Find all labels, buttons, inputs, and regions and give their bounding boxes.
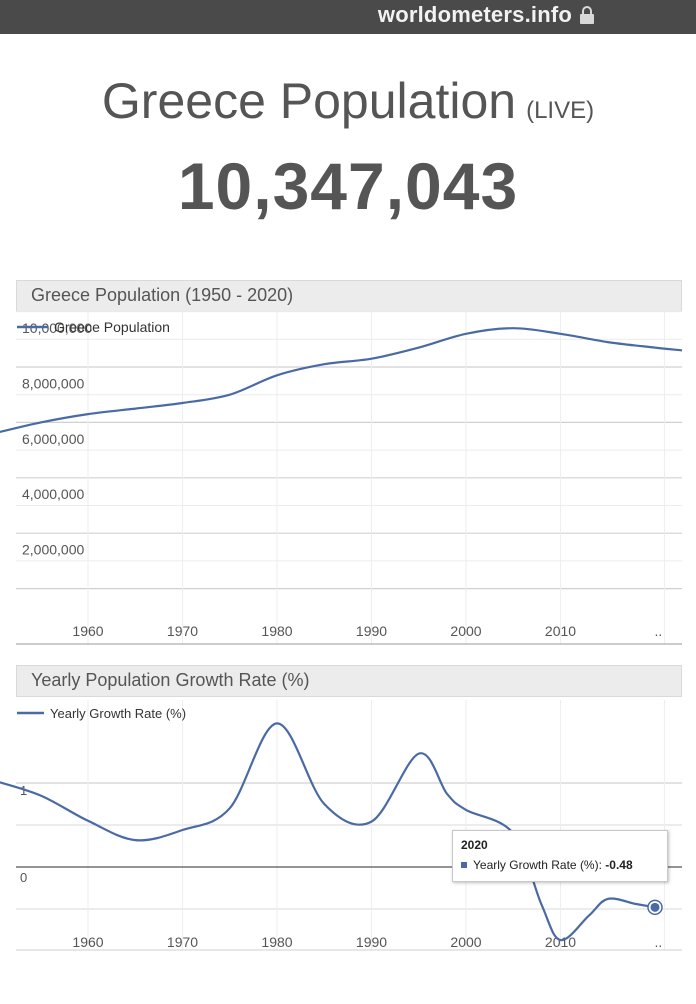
y-tick-label: 0 <box>20 870 27 885</box>
growth-series-line <box>0 722 656 942</box>
population-chart-title: Greece Population (1950 - 2020) <box>31 285 294 305</box>
tooltip-value: -0.48 <box>605 858 633 872</box>
tooltip-label: Yearly Growth Rate (%): -0.48 <box>473 858 633 872</box>
selected-point <box>650 902 660 912</box>
x-tick-label: 1990 <box>356 934 387 950</box>
population-series-line <box>0 327 683 434</box>
lock-icon <box>580 6 594 24</box>
tooltip-swatch <box>461 862 467 868</box>
x-tick-label: 1980 <box>261 934 292 950</box>
x-tick-label: 2000 <box>450 623 481 639</box>
page-title-text: Greece Population <box>101 73 517 129</box>
tooltip-label-text: Yearly Growth Rate (%): <box>473 858 602 872</box>
growth-chart-title: Yearly Population Growth Rate (%) <box>31 670 310 690</box>
y-tick-label: 2,000,000 <box>22 542 84 558</box>
x-tick-label: 2000 <box>450 934 481 950</box>
y-tick-label: 10,000,000 <box>22 320 92 336</box>
growth-chart-header: Yearly Population Growth Rate (%) <box>16 665 682 697</box>
x-tick-label: 1970 <box>167 934 198 950</box>
x-tick-label: 1990 <box>356 623 387 639</box>
population-counter: 10,347,043 <box>177 149 519 223</box>
x-tick-label: 1960 <box>72 623 103 639</box>
y-tick-label: 6,000,000 <box>22 431 84 447</box>
legend-label: Yearly Growth Rate (%) <box>50 706 186 721</box>
x-tick-label: 2010 <box>545 623 576 639</box>
x-tick-label: 2010 <box>545 934 576 950</box>
url-host: worldometers.info <box>377 2 572 27</box>
x-tick-label: 1960 <box>72 934 103 950</box>
x-tick-label: .. <box>655 934 663 950</box>
browser-address-bar[interactable]: worldometers.info <box>0 0 696 34</box>
tooltip-year: 2020 <box>461 838 488 852</box>
live-tag: (LIVE) <box>526 97 595 124</box>
page-title: Greece Population (LIVE) <box>0 72 696 130</box>
x-tick-label: 1970 <box>167 623 198 639</box>
y-tick-label: 8,000,000 <box>22 375 84 391</box>
legend-label: Greece Population <box>54 319 170 335</box>
y-tick-label: 4,000,000 <box>22 486 84 502</box>
x-tick-label: .. <box>655 623 663 639</box>
x-tick-label: 1980 <box>261 623 292 639</box>
chart-tooltip: 2020 Yearly Growth Rate (%): -0.48 <box>452 830 668 882</box>
